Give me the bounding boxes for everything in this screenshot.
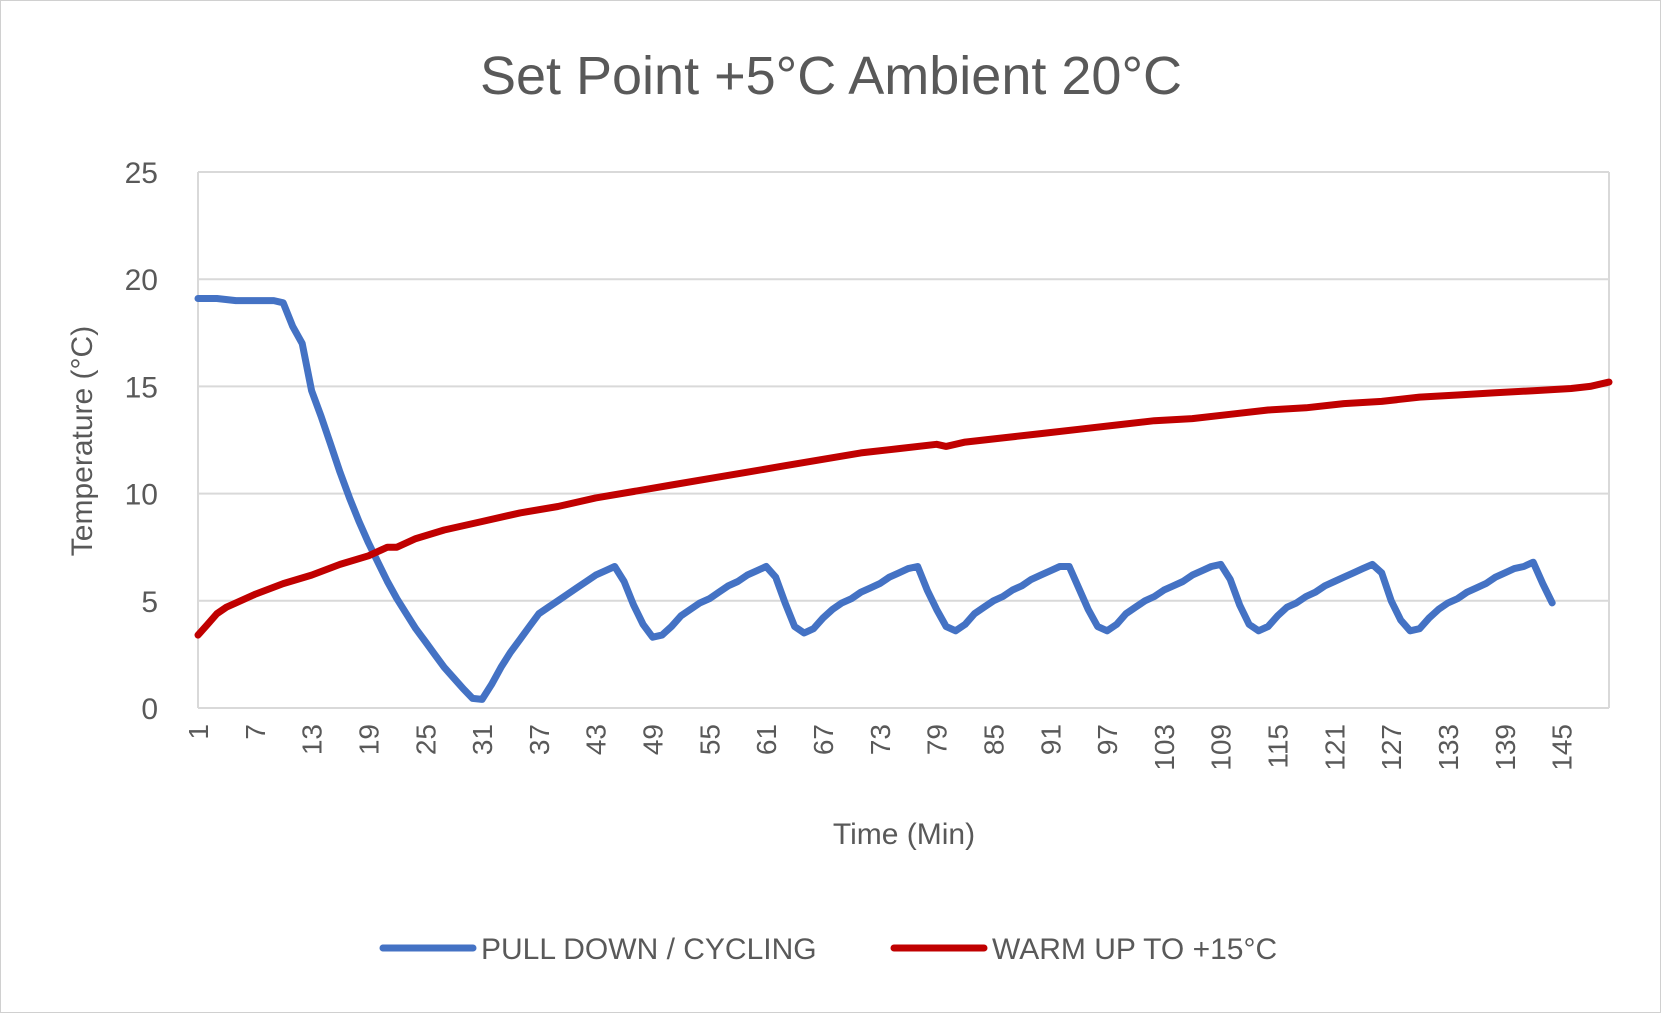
x-tick-label: 127: [1376, 724, 1407, 771]
y-tick-label: 5: [141, 586, 158, 619]
x-tick-label: 7: [240, 724, 271, 740]
x-tick-label: 115: [1263, 724, 1294, 769]
x-tick-label: 31: [467, 724, 498, 755]
x-tick-label: 85: [978, 724, 1009, 755]
x-tick-label: 133: [1433, 724, 1464, 771]
x-tick-label: 1: [183, 724, 214, 740]
x-tick-label: 37: [524, 724, 555, 755]
y-tick-label: 0: [141, 693, 158, 726]
x-tick-label: 55: [694, 724, 725, 755]
legend-label: WARM UP TO +15°C: [992, 933, 1277, 966]
x-tick-label: 67: [808, 724, 839, 755]
series-lines: [194, 295, 1613, 703]
y-tick-label: 20: [125, 264, 158, 297]
x-tick-label: 13: [297, 724, 328, 755]
x-tick-label: 97: [1092, 724, 1123, 755]
y-tick-label: 25: [125, 157, 158, 190]
x-tick-label: 91: [1035, 724, 1066, 755]
legend: PULL DOWN / CYCLING WARM UP TO +15°C: [379, 933, 1277, 966]
x-tick-label: 139: [1490, 724, 1521, 771]
x-tick-label: 73: [865, 724, 896, 755]
x-axis-ticks: 1 7 13 19 25 31 37 43 49 55 61 67 73 79 85 91 97 103 109 11…: [183, 724, 1578, 771]
x-tick-label: 145: [1547, 724, 1578, 771]
x-tick-label: 19: [353, 724, 384, 755]
x-tick-label: 121: [1319, 724, 1350, 771]
x-tick-label: 79: [922, 724, 953, 755]
legend-label: PULL DOWN / CYCLING: [481, 933, 817, 966]
y-axis-ticks: 0 5 10 15 20 25: [125, 157, 158, 726]
gridlines: [197, 171, 1610, 709]
x-tick-label: 109: [1206, 724, 1237, 771]
series-line-2: [194, 378, 1613, 639]
x-tick-label: 49: [638, 724, 669, 755]
x-tick-label: 103: [1149, 724, 1180, 771]
y-tick-label: 15: [125, 371, 158, 404]
y-axis-label: Temperature (°C): [66, 326, 99, 556]
series-line-1: [194, 295, 1556, 703]
x-tick-label: 43: [581, 724, 612, 755]
x-tick-label: 25: [410, 724, 441, 755]
x-axis-label: Time (Min): [833, 818, 975, 851]
x-tick-label: 61: [751, 724, 782, 755]
chart-title: Set Point +5°C Ambient 20°C: [480, 46, 1182, 106]
y-tick-label: 10: [125, 479, 158, 512]
